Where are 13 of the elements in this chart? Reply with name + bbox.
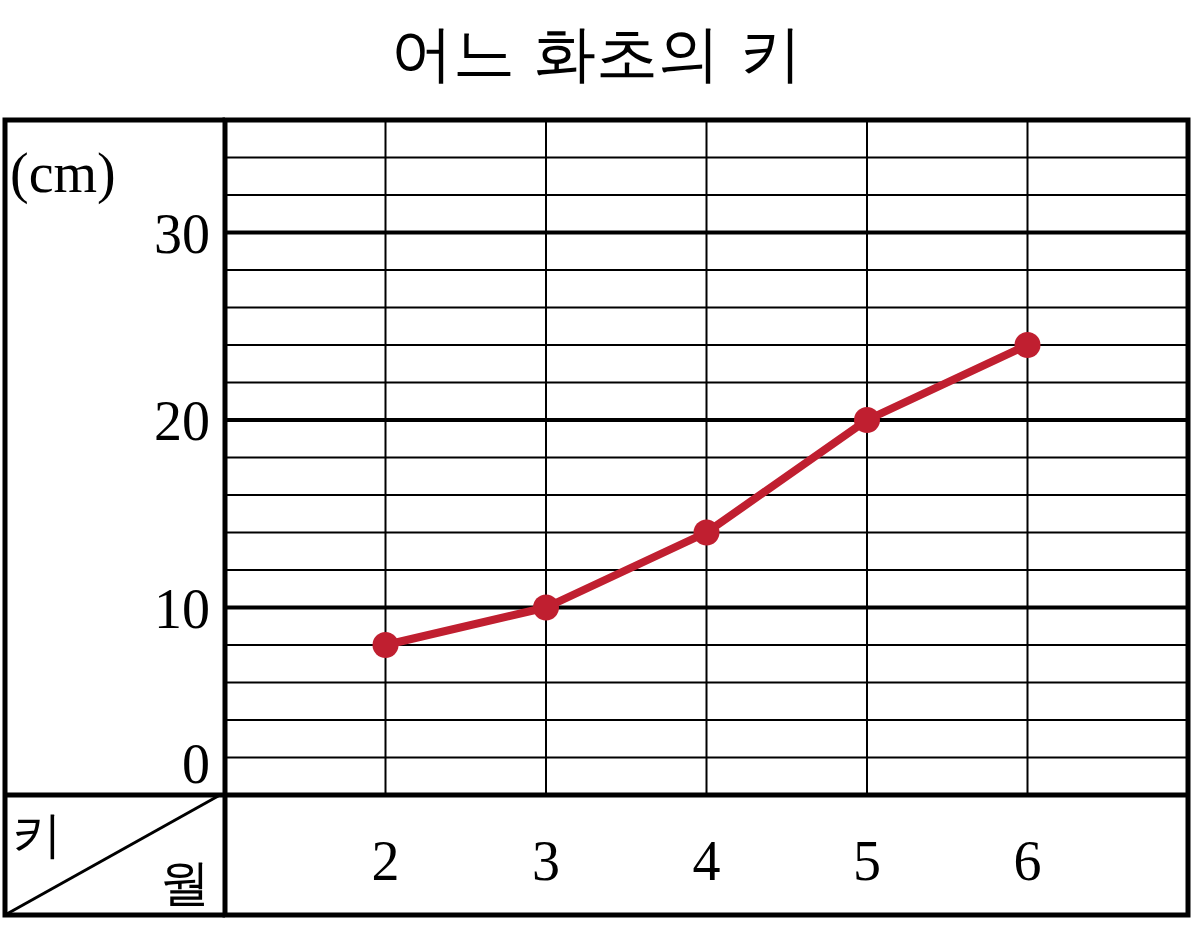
x-tick-label: 3 xyxy=(532,830,560,892)
y-tick-label: 30 xyxy=(154,202,210,265)
x-tick-label: 5 xyxy=(853,830,881,892)
y-tick-label: 20 xyxy=(154,390,210,452)
y-axis-title: (cm) xyxy=(10,142,116,205)
y-tick-label: 10 xyxy=(154,577,210,640)
title: 어느 화초의 키 xyxy=(390,17,803,90)
x-axis-title: 월 xyxy=(160,854,210,912)
x-tick-label: 4 xyxy=(692,830,721,892)
x-tick-label: 2 xyxy=(371,830,400,892)
x-tick-label: 6 xyxy=(1013,830,1042,892)
text: 키 xyxy=(12,806,62,864)
y-tick-label: 0 xyxy=(182,733,210,795)
